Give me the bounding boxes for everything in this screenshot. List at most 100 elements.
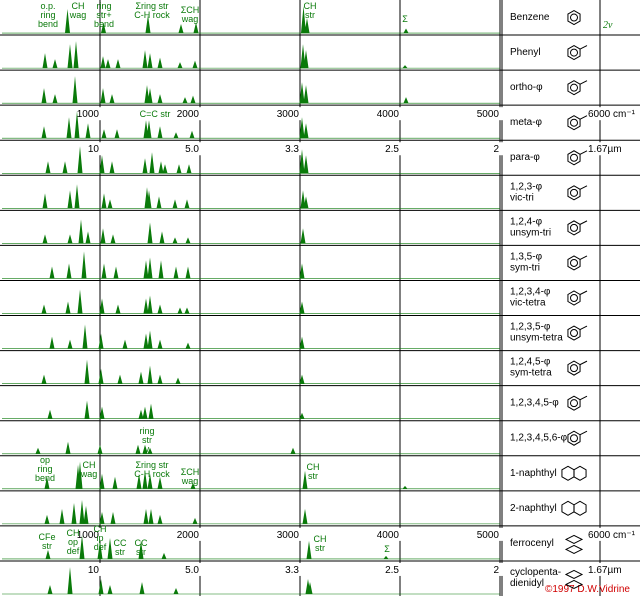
peak bbox=[66, 117, 72, 139]
annotation: bend bbox=[35, 473, 55, 483]
peak bbox=[52, 59, 58, 69]
structure-icon bbox=[567, 430, 581, 446]
peak bbox=[74, 111, 80, 139]
structure-icon bbox=[567, 115, 581, 131]
peak bbox=[402, 65, 408, 69]
peak bbox=[122, 339, 128, 349]
tick-label-bg bbox=[584, 107, 616, 121]
peak bbox=[290, 447, 296, 454]
peak bbox=[42, 234, 48, 244]
peak bbox=[175, 377, 181, 384]
peak bbox=[143, 260, 149, 279]
tick-label-bg bbox=[284, 142, 316, 156]
peak bbox=[300, 228, 306, 244]
annotation: ΣCH bbox=[181, 5, 200, 15]
peak bbox=[304, 18, 310, 34]
peak bbox=[147, 53, 153, 69]
annotation: wag bbox=[69, 10, 87, 20]
peak bbox=[173, 132, 179, 139]
peak bbox=[49, 336, 55, 349]
x-tick-label: 4000 bbox=[377, 109, 400, 120]
peak bbox=[157, 374, 163, 384]
structure-icon bbox=[570, 153, 578, 162]
tick-label-bg bbox=[84, 142, 116, 156]
annotation: Σ bbox=[384, 544, 390, 554]
peak bbox=[190, 95, 196, 104]
peak bbox=[176, 164, 182, 174]
peak bbox=[299, 412, 305, 419]
row-sublabel: unsym-tetra bbox=[510, 333, 563, 344]
peak bbox=[184, 199, 190, 209]
structure-icon bbox=[570, 364, 578, 373]
annotation: str+ bbox=[96, 10, 111, 20]
structure-icon bbox=[579, 150, 588, 155]
peak bbox=[101, 193, 107, 209]
peak bbox=[65, 441, 71, 454]
peak bbox=[147, 447, 153, 454]
peak bbox=[306, 540, 312, 559]
tick-label-bg bbox=[284, 562, 316, 576]
peak bbox=[112, 476, 118, 489]
row-sublabel: sym-tetra bbox=[510, 368, 552, 379]
annotation: CH bbox=[304, 1, 317, 11]
peak bbox=[101, 22, 106, 34]
micron-tick-label: 10 bbox=[88, 565, 100, 576]
peak bbox=[303, 155, 309, 174]
peak bbox=[109, 94, 115, 104]
x-tick-label: 1000 bbox=[77, 109, 100, 120]
row-sublabel: unsym-tri bbox=[510, 227, 551, 238]
peak bbox=[156, 196, 162, 209]
row-label: Benzene bbox=[510, 12, 550, 23]
tick-label-bg bbox=[284, 527, 316, 541]
micron-tick-label: 3.3 bbox=[285, 144, 299, 155]
peak bbox=[85, 123, 91, 139]
peak bbox=[42, 193, 48, 209]
row-label: 1,2,3,4-φ bbox=[510, 286, 551, 297]
annotation: str bbox=[308, 471, 318, 481]
annotation: op bbox=[68, 537, 78, 547]
peak bbox=[72, 76, 78, 104]
structure-icon bbox=[579, 80, 588, 85]
annotation: CC bbox=[135, 538, 148, 548]
row-label: 1,2,4,5-φ bbox=[510, 357, 551, 368]
peak bbox=[185, 266, 191, 279]
structure-icon bbox=[570, 294, 578, 302]
peak bbox=[99, 406, 105, 419]
tick-label-bg bbox=[84, 107, 116, 121]
structure-icon bbox=[579, 220, 588, 225]
micron-tick-label: 5.0 bbox=[185, 565, 199, 576]
structure-icon bbox=[570, 48, 578, 57]
peak bbox=[44, 476, 50, 489]
peak bbox=[99, 511, 105, 524]
annotation: CH bbox=[83, 460, 96, 470]
x-tick-label: 5000 bbox=[477, 109, 500, 120]
row-sublabel: sym-tri bbox=[510, 262, 540, 273]
structure-icon bbox=[567, 395, 581, 411]
structure-icon bbox=[570, 83, 578, 92]
peak bbox=[173, 266, 179, 279]
row-label: 1,3,5-φ bbox=[510, 251, 543, 262]
peak bbox=[82, 324, 88, 349]
peak bbox=[299, 374, 305, 384]
peak bbox=[303, 50, 309, 69]
structure-icon bbox=[579, 290, 588, 295]
peak bbox=[99, 155, 105, 174]
peak bbox=[42, 53, 48, 69]
tick-label-bg bbox=[584, 562, 616, 576]
peak bbox=[35, 447, 41, 454]
peak bbox=[157, 126, 163, 139]
peak bbox=[45, 549, 51, 559]
peak bbox=[300, 44, 306, 69]
peak bbox=[74, 184, 80, 209]
peak bbox=[143, 508, 149, 524]
peak bbox=[45, 161, 51, 174]
row-label: ortho-φ bbox=[510, 82, 543, 93]
annotation: CH bbox=[67, 528, 80, 538]
annotation: Σring str bbox=[135, 460, 168, 470]
row-sublabel: vic-tetra bbox=[510, 297, 546, 308]
peak bbox=[117, 374, 123, 384]
annotation: op bbox=[40, 455, 50, 465]
structure-icon bbox=[567, 220, 581, 236]
annotation: Σ bbox=[402, 14, 408, 24]
peak bbox=[67, 44, 73, 69]
